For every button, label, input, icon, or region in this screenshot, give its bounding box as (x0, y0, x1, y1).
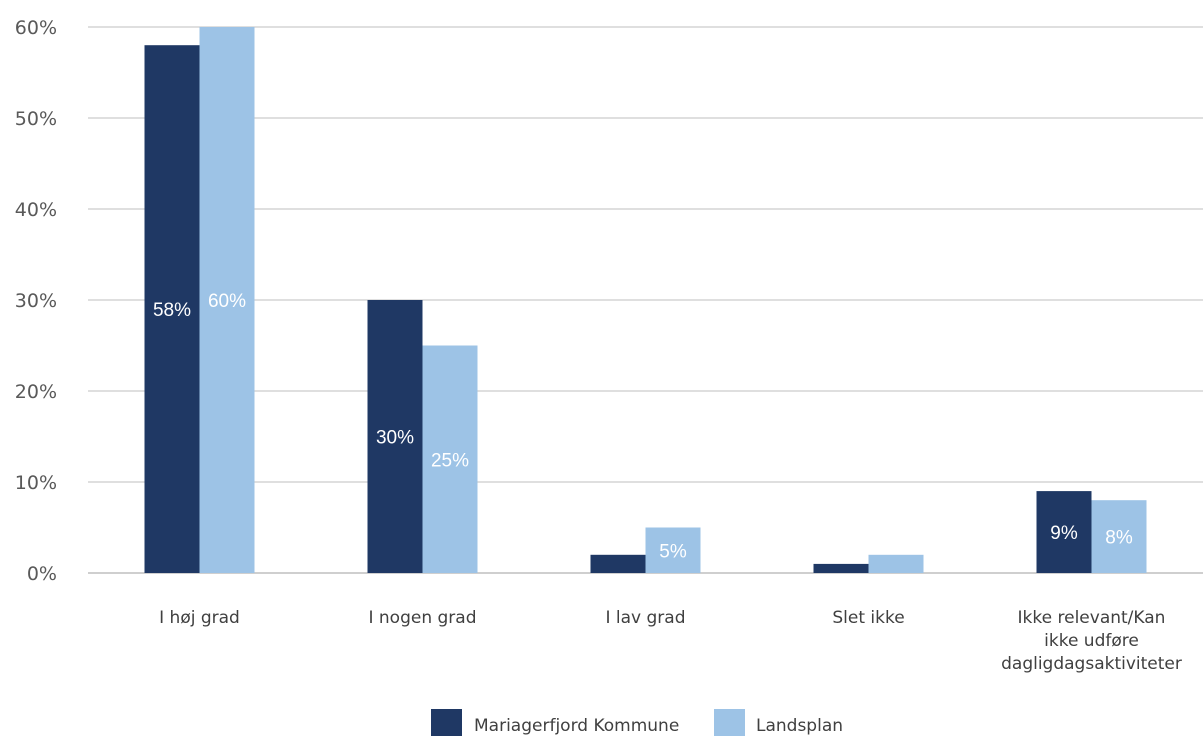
legend-label: Landsplan (756, 716, 843, 736)
y-tick-label: 30% (15, 290, 57, 312)
y-tick-label: 40% (15, 199, 57, 221)
y-tick-label: 20% (15, 381, 57, 403)
data-labels: 58% 60% 30% 25% 5% 9% 8% (153, 291, 1133, 562)
x-category-label: Slet ikke (832, 608, 904, 628)
legend-swatch (714, 709, 745, 736)
bar (813, 563, 869, 573)
bar (367, 300, 423, 573)
x-category-label: I høj grad (159, 608, 240, 628)
bar (868, 554, 924, 573)
bar (1036, 491, 1092, 573)
y-tick-label: 10% (15, 472, 57, 494)
data-label: 58% (153, 300, 191, 321)
y-tick-label: 60% (15, 17, 57, 39)
data-label: 25% (431, 450, 469, 471)
x-category-label: ikke udføre (1044, 631, 1139, 651)
x-category-label: dagligdagsaktiviteter (1001, 654, 1182, 674)
bar (144, 45, 200, 573)
data-label: 9% (1050, 523, 1078, 544)
bar (590, 554, 646, 573)
data-label: 8% (1105, 528, 1133, 549)
gridlines (88, 26, 1203, 574)
bar (645, 527, 701, 573)
x-category-label: Ikke relevant/Kan (1018, 608, 1166, 628)
y-tick-label: 50% (15, 108, 57, 130)
bar (422, 345, 478, 573)
data-label: 30% (376, 428, 414, 449)
bar (1091, 500, 1147, 573)
legend: Mariagerfjord Kommune Landsplan (431, 709, 843, 736)
y-tick-label: 0% (27, 563, 57, 585)
x-category-label: I nogen grad (368, 608, 476, 628)
bars (144, 27, 1147, 573)
legend-swatch (431, 709, 462, 736)
x-category-label: I lav grad (605, 608, 685, 628)
data-label: 60% (208, 291, 246, 312)
data-label: 5% (659, 541, 687, 562)
x-axis: I høj grad I nogen grad I lav grad Slet ikk… (159, 608, 1182, 674)
y-axis: 0% 10% 20% 30% 40% 50% 60% (15, 17, 57, 585)
bar (199, 27, 255, 573)
legend-label: Mariagerfjord Kommune (474, 716, 679, 736)
